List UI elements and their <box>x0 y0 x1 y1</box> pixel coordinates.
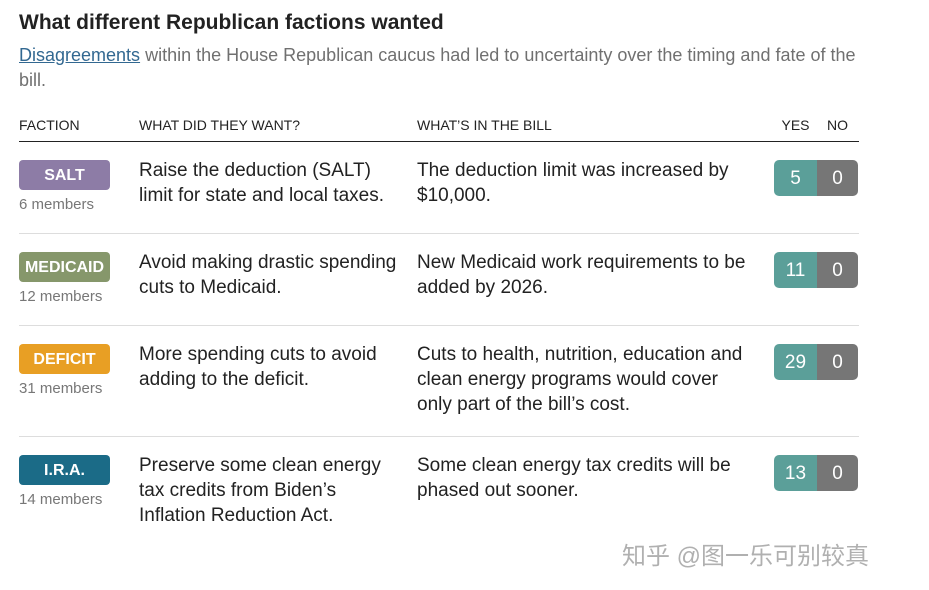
vote-cell: 13 0 <box>774 455 858 528</box>
column-header: YES <box>781 117 810 133</box>
no-count: 0 <box>817 344 858 380</box>
subtitle: Disagreements within the House Republica… <box>19 43 859 93</box>
bill-cell: The deduction limit was increased by $10… <box>417 160 729 206</box>
vote-cell: 29 0 <box>774 344 858 417</box>
faction-cell: MEDICAID 12 members <box>19 250 139 306</box>
want-cell: Preserve some clean energy tax credits f… <box>139 455 381 526</box>
article: What different Republican factions wante… <box>19 8 859 547</box>
yes-count: 5 <box>774 160 817 196</box>
faction-badge: SALT <box>19 160 110 190</box>
title: What different Republican factions wante… <box>19 11 444 34</box>
yes-count: 29 <box>774 344 817 380</box>
member-count: 6 members <box>19 196 95 213</box>
want-cell: Avoid making drastic spending cuts to Me… <box>139 252 397 298</box>
vote-cell: 11 0 <box>774 252 858 306</box>
table-row: MEDICAID 12 members Avoid making drastic s… <box>19 234 859 326</box>
faction-cell: I.R.A. 14 members <box>19 453 139 528</box>
faction-badge: DEFICIT <box>19 344 110 374</box>
bill-cell: New Medicaid work requirements to be add… <box>417 252 746 298</box>
table-row: I.R.A. 14 members Preserve some clean ener… <box>19 437 859 547</box>
subtitle-text: within the House Republican caucus had l… <box>19 45 856 90</box>
member-count: 12 members <box>19 288 103 305</box>
member-count: 14 members <box>19 491 103 508</box>
table-body: SALT 6 members Raise the deduction (SALT) … <box>19 142 859 547</box>
bill-cell: Cuts to health, nutrition, education and… <box>417 344 743 415</box>
faction-cell: DEFICIT 31 members <box>19 342 139 417</box>
faction-badge: MEDICAID <box>19 252 110 282</box>
no-count: 0 <box>817 455 858 491</box>
column-header: WHAT’S IN THE BILL <box>417 117 552 133</box>
watermark: 知乎 @图一乐可别较真 <box>622 543 870 570</box>
faction-cell: SALT 6 members <box>19 158 139 214</box>
column-header: NO <box>827 117 848 133</box>
yes-count: 11 <box>774 252 817 288</box>
want-cell: More spending cuts to avoid adding to th… <box>139 344 377 390</box>
subtitle-link[interactable]: Disagreements <box>19 45 141 65</box>
table-header: FACTION WHAT DID THEY WANT? WHAT’S IN TH… <box>19 117 859 142</box>
yes-count: 13 <box>774 455 817 491</box>
bill-cell: Some clean energy tax credits will be ph… <box>417 455 731 501</box>
want-cell: Raise the deduction (SALT) limit for sta… <box>139 160 384 206</box>
no-count: 0 <box>817 252 858 288</box>
no-count: 0 <box>817 160 858 196</box>
member-count: 31 members <box>19 380 103 397</box>
faction-badge: I.R.A. <box>19 455 110 485</box>
column-header: FACTION <box>19 117 80 133</box>
column-header: WHAT DID THEY WANT? <box>139 117 301 133</box>
table-row: SALT 6 members Raise the deduction (SALT) … <box>19 142 859 234</box>
table-row: DEFICIT 31 members More spending cuts to a… <box>19 326 859 437</box>
